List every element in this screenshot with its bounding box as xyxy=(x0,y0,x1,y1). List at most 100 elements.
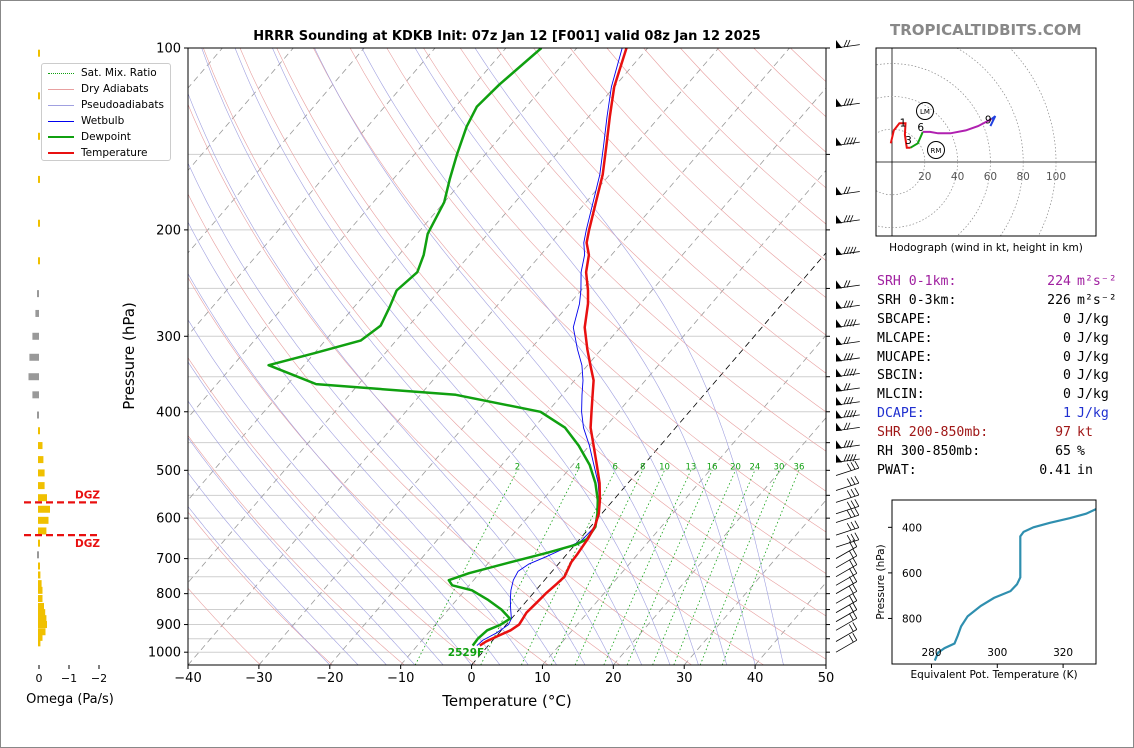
omega-bar xyxy=(38,132,40,140)
wind-barb xyxy=(835,215,860,224)
parameter-row: MUCAPE: 0 J/kg xyxy=(877,349,1117,368)
wind-barb-feather xyxy=(852,632,858,641)
dry-adiabat xyxy=(203,48,764,665)
wind-barb-feather xyxy=(846,39,851,48)
mixing-ratio-line xyxy=(673,470,756,665)
omega-bar xyxy=(38,49,40,57)
storm-motion-label: RM xyxy=(931,147,942,155)
wind-barb-feather xyxy=(843,300,848,308)
mixing-ratio-label: 36 xyxy=(794,462,805,472)
wind-barb-feather xyxy=(846,215,851,223)
wind-barb-feather xyxy=(846,478,852,486)
parameter-value: 0 xyxy=(1063,368,1071,384)
y-tick-label: 800 xyxy=(156,587,181,602)
wind-barb-feather xyxy=(848,576,854,584)
dgz-lines: DGZ DGZ xyxy=(24,489,100,550)
wind-barb-feather xyxy=(849,410,854,418)
pseudoadiabat xyxy=(474,48,784,665)
parameter-value: 226 xyxy=(1047,292,1071,308)
dry-adiabat xyxy=(239,48,826,660)
omega-axis-label: Omega (Pa/s) xyxy=(26,692,114,707)
wind-barb-feather xyxy=(846,454,851,462)
pseudoadiabat xyxy=(188,361,444,665)
wind-barb-feather xyxy=(852,611,858,619)
wind-barb-feather xyxy=(854,507,860,516)
dry-adiabat xyxy=(188,587,261,665)
mixing-ratio-label: 30 xyxy=(774,462,785,472)
wind-barb-shaft xyxy=(835,539,859,548)
parameter-row: DCAPE: 1 J/kg xyxy=(877,405,1117,424)
wind-barb-feather xyxy=(843,319,848,327)
parameter-value: 0 xyxy=(1063,311,1071,327)
wind-barb xyxy=(835,246,860,256)
trace-dewpoint xyxy=(267,48,600,647)
wind-barb xyxy=(835,460,860,476)
x-tick-label: 20 xyxy=(605,671,622,686)
hodograph-ring-label: 100 xyxy=(1046,171,1066,183)
pseudoadiabat xyxy=(188,400,416,665)
hodograph-segment xyxy=(909,131,924,149)
dry-adiabat xyxy=(569,48,826,298)
omega-panel: DGZ DGZ 0 −1 −2 Omega (Pa/s) xyxy=(24,49,114,707)
wind-barb-feather xyxy=(849,319,854,327)
hodograph-height-label: 1 xyxy=(900,118,907,130)
wind-barb-feather xyxy=(848,550,854,559)
omega-bar xyxy=(28,373,39,381)
omega-bar xyxy=(38,505,50,513)
y-axis-label: Pressure (hPa) xyxy=(120,302,138,410)
parameter-label: SBCAPE: xyxy=(877,311,933,327)
wind-barb-feather xyxy=(846,410,851,418)
wind-barb-feather xyxy=(849,454,854,462)
hodograph-ring-label: 40 xyxy=(951,171,964,183)
isotherm-line xyxy=(613,417,826,665)
skewt-legend: Sat. Mix. Ratio Dry Adiabats Pseudoadiab… xyxy=(41,63,171,161)
storm-motion-marker xyxy=(927,141,945,159)
legend-item-dewpoint: Dewpoint xyxy=(42,129,131,145)
wind-barb xyxy=(835,611,858,631)
wind-barb-feather xyxy=(846,98,851,106)
mixing-ratio-line xyxy=(721,470,800,665)
sounding-parameters: SRH 0-1km: 224 m²s⁻² SRH 0-3km: 226 m²s⁻² SBCA… xyxy=(877,273,1117,481)
pseudoadiabat xyxy=(188,437,387,665)
omega-bar xyxy=(37,411,39,419)
wind-barb-feather xyxy=(852,593,858,601)
omega-bar xyxy=(38,609,46,617)
wind-barb-feather xyxy=(849,368,854,376)
storm-motion-label: LM xyxy=(920,108,930,116)
parameter-label: SBCIN: xyxy=(877,368,925,384)
trace-temperature xyxy=(479,48,628,647)
wind-barb-flag xyxy=(836,319,842,328)
wind-barb xyxy=(835,520,860,536)
parameter-label: MUCAPE: xyxy=(877,349,933,365)
storm-motion-marker xyxy=(916,102,934,120)
dry-adiabat xyxy=(386,48,826,492)
mixing-ratio-label: 8 xyxy=(640,462,645,472)
hodograph-height-label: 9 xyxy=(985,115,992,127)
wind-barb xyxy=(835,632,858,653)
wind-barb xyxy=(835,353,860,362)
wind-barb-feather xyxy=(849,215,854,223)
wind-barb-feather xyxy=(843,410,848,418)
wind-barb-feather xyxy=(843,39,848,48)
wind-barb xyxy=(835,300,860,310)
theta-e-frame xyxy=(891,499,1097,665)
parameter-unit: J/kg xyxy=(1077,349,1109,365)
wind-barb-feather xyxy=(850,489,856,497)
mixing-ratio-label: 16 xyxy=(707,462,718,472)
wind-barb-feather xyxy=(843,383,848,391)
wind-barb-feather xyxy=(843,440,848,448)
parameter-unit: J/kg xyxy=(1077,368,1109,384)
pseudoadiabat xyxy=(188,472,359,665)
wind-barb-feather xyxy=(846,186,851,195)
wind-barb-feather xyxy=(843,98,848,106)
omega-bar xyxy=(37,551,39,559)
wind-barb-feather xyxy=(850,500,856,508)
wind-barb-feather xyxy=(850,521,856,530)
theta-e-y-tick-label: 400 xyxy=(902,522,922,534)
wind-barb xyxy=(835,186,860,196)
parameter-unit: J/kg xyxy=(1077,406,1109,422)
wind-barb-feather xyxy=(854,532,860,540)
x-tick-label: 10 xyxy=(534,671,551,686)
mixing-ratio-line xyxy=(574,470,665,665)
wind-barb-feather xyxy=(852,246,857,255)
